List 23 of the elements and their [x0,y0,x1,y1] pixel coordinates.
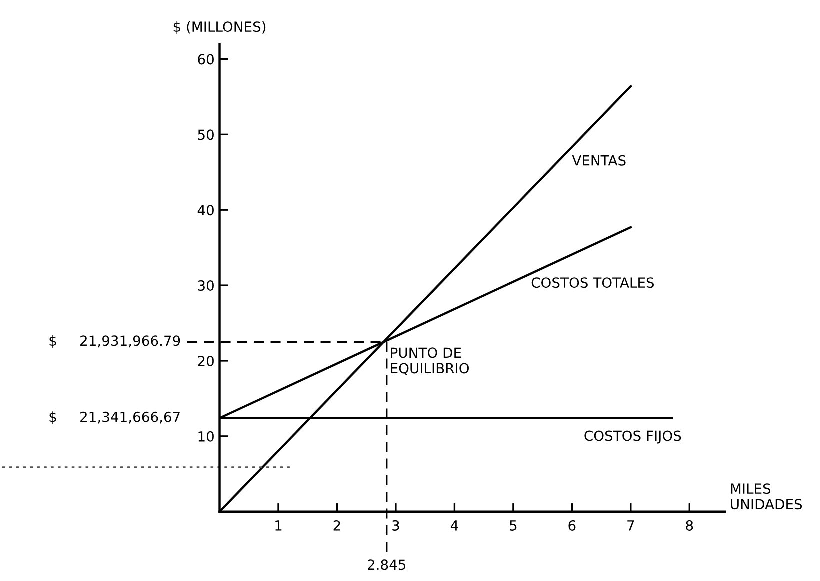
ref-line-label: 2.845 [368,560,406,570]
x-tick-label: 5 [510,520,517,531]
y-tick-label: 50 [198,130,214,140]
y-tick-label: 20 [198,356,214,366]
y-tick-label: 40 [198,205,214,216]
series-label: VENTAS [572,155,626,166]
x-tick-label: 4 [450,520,458,531]
series-label: COSTOS FIJOS [584,430,682,444]
y-tick-label: 30 [198,280,214,292]
ref-line-label: PUNTO DE EQUILIBRIO [391,348,470,376]
x-axis-title: MILES UNIDADES [731,484,802,510]
x-tick-label: 2 [334,520,340,531]
series-label: COSTOS TOTALES [532,278,654,288]
x-tick-label: 7 [628,520,634,531]
x-tick-label: 1 [276,520,282,531]
x-tick-label: 8 [686,520,694,531]
text: $ 21,931,966.79 [50,335,180,348]
y-tick-label: 60 [198,54,214,65]
y-tick-label: 10 [198,431,214,442]
text: $ 21,341,666,67 [50,412,180,424]
y-axis-title: $ (MILLONES) [174,21,266,34]
x-tick-label: 6 [568,520,576,531]
x-tick-label: 3 [392,520,400,531]
